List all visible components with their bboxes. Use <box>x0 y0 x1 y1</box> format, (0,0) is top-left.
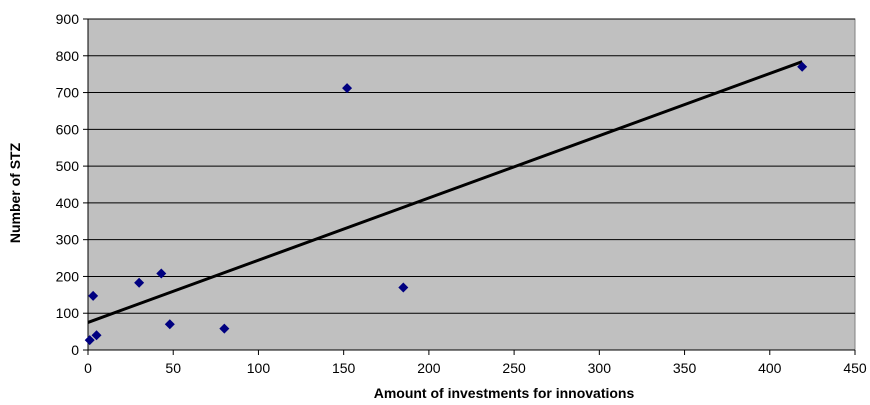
x-tick-label: 400 <box>758 360 782 376</box>
data-point <box>156 268 167 279</box>
y-tick-label: 300 <box>56 232 80 248</box>
y-tick-label: 900 <box>56 11 80 27</box>
x-tick-label: 200 <box>417 360 441 376</box>
y-tick-label: 700 <box>56 85 80 101</box>
data-point <box>797 61 808 72</box>
y-tick-label: 600 <box>56 121 80 137</box>
data-point <box>84 335 95 346</box>
y-tick-label: 100 <box>56 305 80 321</box>
x-tick-label: 0 <box>84 360 92 376</box>
data-point <box>134 277 145 288</box>
x-tick-label: 100 <box>247 360 271 376</box>
y-tick-label: 400 <box>56 195 80 211</box>
x-tick-label: 150 <box>332 360 356 376</box>
x-axis-title: Amount of investments for innovations <box>374 385 635 401</box>
x-tick-label: 450 <box>843 360 867 376</box>
x-tick-label: 350 <box>673 360 697 376</box>
data-point <box>219 323 230 334</box>
y-tick-label: 500 <box>56 158 80 174</box>
data-point <box>398 282 409 293</box>
y-tick-label: 200 <box>56 268 80 284</box>
data-point <box>91 330 102 341</box>
plot-area <box>87 18 856 351</box>
y-axis-title: Number of STZ <box>7 142 23 243</box>
x-tick-label: 250 <box>502 360 526 376</box>
y-tick-label: 800 <box>56 48 80 64</box>
x-tick-label: 300 <box>588 360 612 376</box>
data-point <box>164 319 175 330</box>
y-tick-label: 0 <box>71 342 79 358</box>
data-point <box>88 290 99 301</box>
trendline <box>87 60 803 324</box>
x-tick-label: 50 <box>165 360 181 376</box>
data-point <box>342 83 353 94</box>
